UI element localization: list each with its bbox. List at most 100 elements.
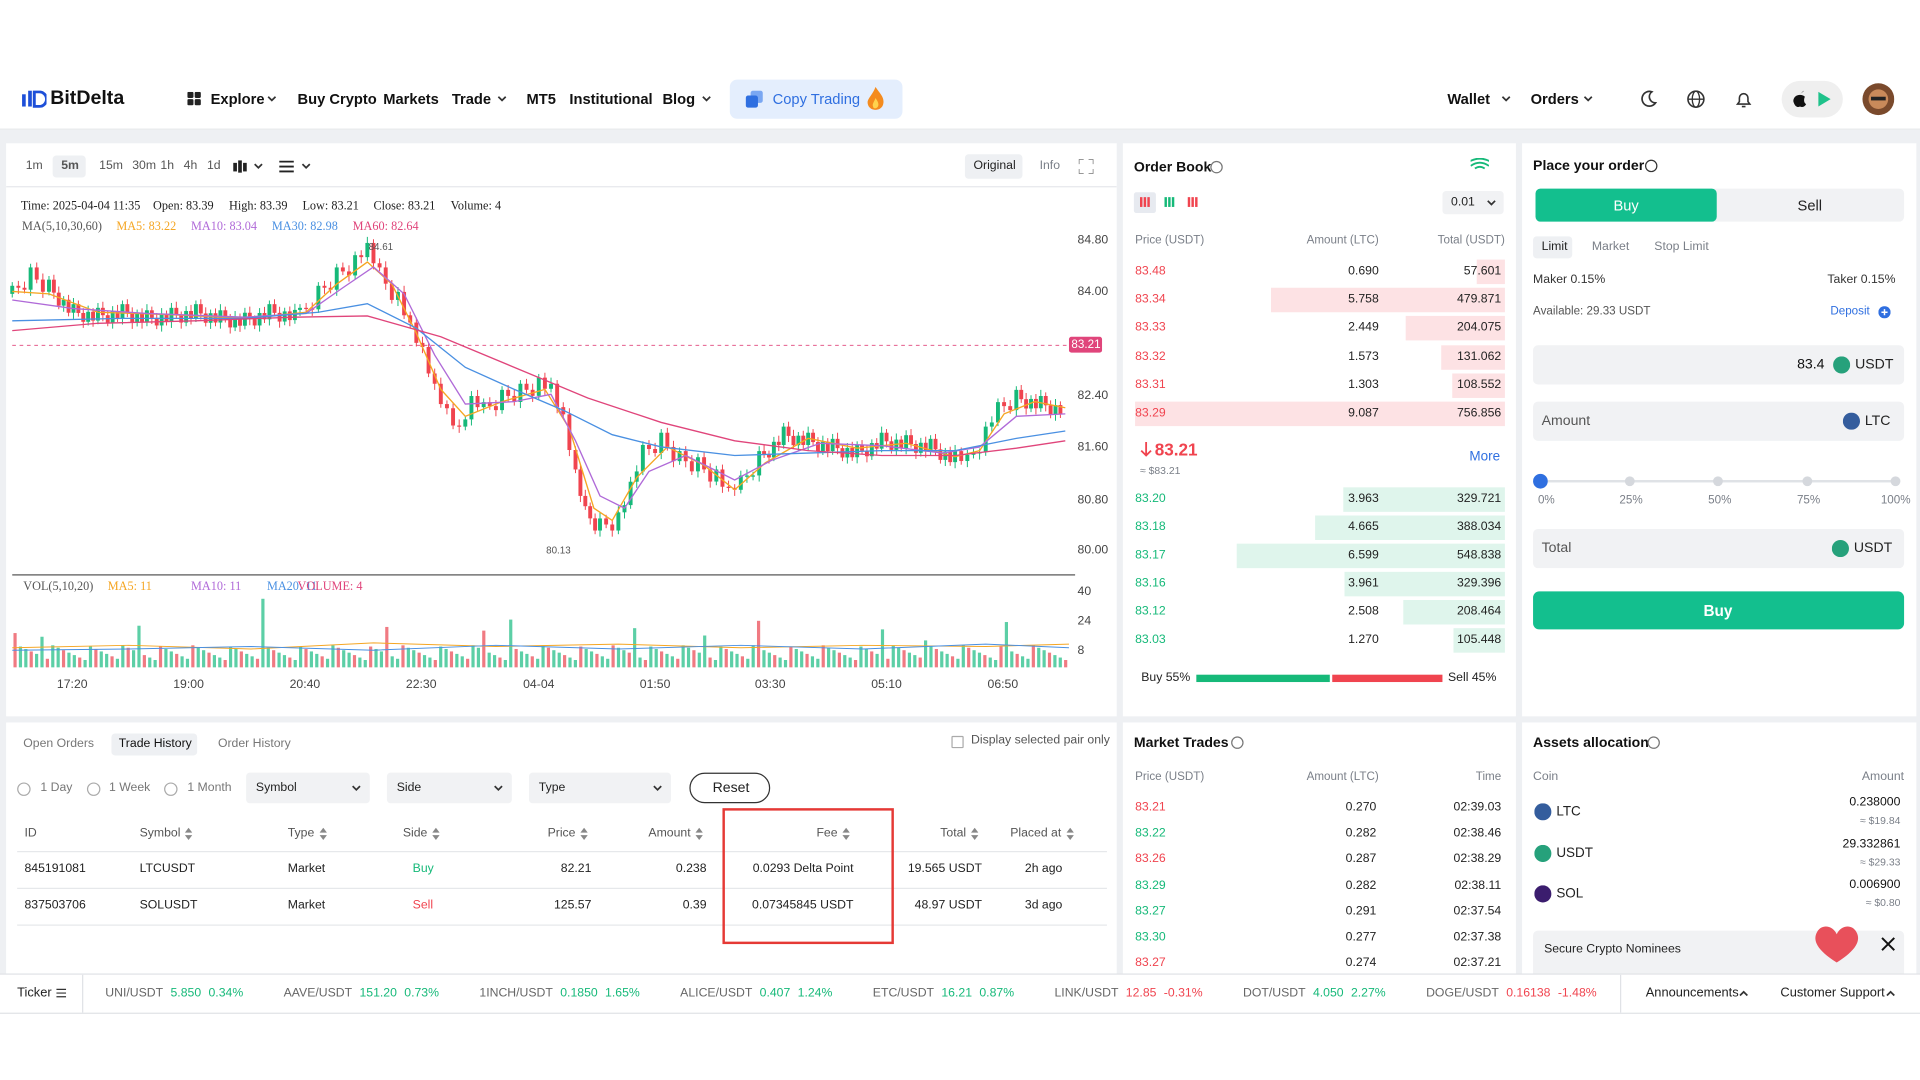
- history-tab[interactable]: Open Orders: [23, 737, 95, 751]
- ticker-pair: ETC/USDT: [872, 986, 935, 1001]
- volume-bar-decor: [88, 646, 93, 668]
- amount-input[interactable]: Amount LTC: [1533, 401, 1905, 441]
- volume-bar-decor: [336, 647, 340, 668]
- ticker-item[interactable]: ETC/USDT 16.21 0.87%: [873, 987, 1014, 1000]
- candle-body: [233, 317, 238, 328]
- candle-body: [965, 454, 970, 462]
- submit-button[interactable]: Buy: [1533, 591, 1905, 630]
- slider-stop[interactable]: [1801, 476, 1812, 487]
- ticker-item[interactable]: DOT/USDT 4.050 2.27%: [1243, 987, 1386, 1000]
- order-type-tab[interactable]: Stop Limit: [1654, 240, 1709, 254]
- price-axis-label: 80.80: [1077, 493, 1109, 507]
- nav-link[interactable]: MT5: [526, 90, 556, 108]
- filter-select[interactable]: Side: [386, 772, 512, 804]
- ticker-item[interactable]: AAVE/USDT 151.20 0.73%: [284, 987, 439, 1000]
- candle-body: [913, 444, 918, 453]
- interval-tab[interactable]: 15m: [99, 159, 124, 173]
- interval-tab[interactable]: 1m: [25, 159, 43, 173]
- buy-side-tab[interactable]: Buy: [1535, 188, 1717, 222]
- nav-link[interactable]: Trade: [451, 90, 492, 108]
- price-input[interactable]: 83.4 USDT: [1533, 345, 1905, 385]
- sort-up: [695, 827, 703, 833]
- trade-price: 83.29: [1135, 878, 1166, 893]
- filter-select[interactable]: Symbol: [246, 772, 370, 804]
- volume-bar-decor: [654, 648, 658, 668]
- account-link[interactable]: Orders: [1530, 90, 1579, 108]
- support-link[interactable]: Customer Support: [1780, 985, 1885, 1001]
- interval-tab[interactable]: 5m: [61, 159, 79, 173]
- total-input[interactable]: Total USDT: [1533, 528, 1905, 569]
- period-radio[interactable]: [17, 782, 31, 796]
- candle-body: [593, 518, 598, 531]
- history-tab[interactable]: Order History: [217, 737, 291, 751]
- view-tab[interactable]: Original: [973, 159, 1016, 173]
- trade-amount: 0.282: [1345, 878, 1377, 893]
- ticker-item[interactable]: DOGE/USDT 0.16138 -1.48%: [1426, 987, 1597, 1000]
- volume-bar-decor: [482, 630, 486, 668]
- order-type-tab[interactable]: Market: [1591, 240, 1630, 254]
- volume-bar-decor: [412, 650, 416, 668]
- slider-handle[interactable]: [1533, 473, 1548, 489]
- ticker-pair: UNI/USDT: [105, 986, 164, 1001]
- ticker-item[interactable]: ALICE/USDT 0.407 1.24%: [680, 987, 832, 1000]
- candle-body: [634, 471, 639, 482]
- slider-label: 0%: [1537, 493, 1555, 507]
- period-radio[interactable]: [164, 782, 178, 796]
- pair-only-checkbox[interactable]: [951, 735, 964, 749]
- ticker-item[interactable]: LINK/USDT 12.85 -0.31%: [1054, 987, 1202, 1000]
- icon-copy-icon: [745, 90, 763, 108]
- ticker-item[interactable]: UNI/USDT 5.850 0.34%: [105, 987, 243, 1000]
- nav-link[interactable]: Markets: [383, 90, 439, 108]
- volume-axis-label: 24: [1077, 614, 1092, 629]
- deposit-link[interactable]: Deposit: [1830, 304, 1870, 319]
- slider-stop[interactable]: [1624, 476, 1635, 487]
- icon-sort: [184, 827, 193, 840]
- icon-caret: [1487, 200, 1496, 206]
- volume-bar-decor: [18, 646, 23, 668]
- history-column: Amount: [648, 826, 691, 840]
- nav-link[interactable]: Explore: [210, 90, 265, 108]
- logo-bar: [28, 90, 32, 107]
- dpp: [1881, 309, 1888, 316]
- copy-trading-button[interactable]: Copy Trading: [729, 79, 903, 119]
- more-link[interactable]: More: [1469, 449, 1501, 465]
- ticker-item[interactable]: 1INCH/USDT 0.1850 1.65%: [479, 987, 639, 1000]
- sort-up: [971, 827, 979, 833]
- candle-body: [238, 317, 242, 326]
- volume-bar-decor: [126, 647, 130, 668]
- interval-tab[interactable]: 1d: [206, 159, 221, 173]
- trade-time: 02:38.46: [1453, 826, 1502, 841]
- trade-time: 02:37.54: [1453, 904, 1502, 919]
- interval-tab[interactable]: 1h: [160, 159, 175, 173]
- volume-bar-decor: [1037, 647, 1041, 668]
- nav-link[interactable]: Blog: [662, 90, 696, 108]
- view-tab[interactable]: Info: [1039, 159, 1061, 173]
- grid-cell: [187, 91, 194, 98]
- order-type-tab[interactable]: Limit: [1541, 240, 1568, 254]
- reset-button[interactable]: Reset: [689, 772, 771, 804]
- interval-tab[interactable]: 30m: [132, 159, 157, 173]
- history-tab[interactable]: Trade History: [118, 737, 192, 751]
- account-link[interactable]: Wallet: [1447, 90, 1491, 108]
- interval-tab[interactable]: 4h: [183, 159, 198, 173]
- sell-side-label[interactable]: Sell: [1797, 196, 1823, 214]
- nav-link[interactable]: Buy Crypto: [297, 90, 377, 108]
- trade-history-panel: Open Orders Trade History Order History Dis…: [6, 722, 1117, 974]
- period-radio[interactable]: [86, 782, 101, 796]
- depth-bar: [1135, 401, 1505, 427]
- candle-body: [247, 312, 252, 320]
- volume-bar-decor: [51, 645, 55, 668]
- volume-bar-decor: [956, 658, 960, 668]
- app-links[interactable]: [1781, 80, 1843, 118]
- filter-select[interactable]: Type: [528, 772, 672, 804]
- announcements-link[interactable]: Announcements: [1645, 985, 1739, 1001]
- slider-stop[interactable]: [1713, 476, 1723, 487]
- precision-select[interactable]: 0.01: [1442, 191, 1504, 215]
- candle-body: [383, 267, 388, 284]
- volume-legend: MA10: 11: [191, 580, 242, 594]
- icon-caret: [1886, 990, 1895, 997]
- slider-stop[interactable]: [1890, 476, 1901, 487]
- nav-link[interactable]: Institutional: [569, 90, 653, 108]
- dm: [1143, 197, 1147, 207]
- trade-price: 83.27: [1135, 904, 1166, 919]
